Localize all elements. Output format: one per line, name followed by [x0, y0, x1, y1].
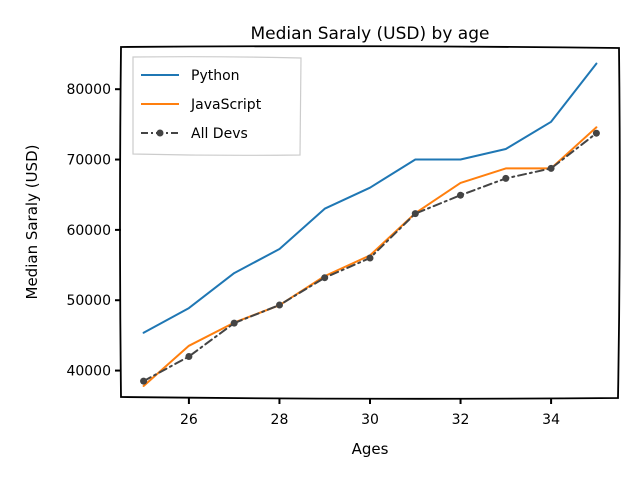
y-tick-label-0: 40000	[66, 364, 111, 380]
series-point-2-5	[366, 254, 374, 262]
x-tick-label-0: 26	[180, 412, 198, 428]
legend-marker-2	[156, 129, 164, 137]
chart-title: Median Saraly (USD) by age	[251, 24, 490, 44]
axes: 26 28 30 32 34 40000 50000 60000 70000 80000	[66, 45, 621, 428]
y-tick-label-3: 70000	[66, 153, 111, 169]
axes-frame	[119, 45, 621, 400]
series-point-2-8	[502, 174, 510, 182]
series-point-2-1	[185, 353, 193, 360]
plot-area	[140, 62, 600, 387]
legend-label-2: All Devs	[191, 126, 248, 142]
y-tick-label-1: 50000	[66, 293, 111, 309]
series-point-2-7	[457, 191, 464, 199]
x-axis-label: Ages	[352, 440, 389, 458]
x-tick-label-3: 32	[452, 412, 470, 428]
series-point-2-9	[547, 164, 555, 172]
x-tick-label-1: 28	[271, 412, 289, 428]
series-point-2-6	[411, 210, 419, 218]
y-tick-label-4: 80000	[66, 82, 111, 98]
x-tick-label-4: 34	[542, 412, 560, 428]
series-point-2-4	[321, 274, 329, 282]
y-tick-label-2: 60000	[66, 223, 111, 239]
x-tick-label-2: 30	[361, 412, 379, 428]
legend-label-1: JavaScript	[190, 97, 262, 113]
legend-box	[132, 56, 302, 156]
series-point-2-10	[592, 129, 600, 137]
legend-label-0: Python	[191, 68, 240, 84]
series-line-0	[142, 62, 598, 334]
series-point-2-2	[230, 319, 238, 327]
series-point-2-0	[140, 377, 148, 385]
y-axis-label: Median Saraly (USD)	[23, 145, 41, 300]
legend: Python JavaScript All Devs	[132, 56, 302, 156]
series-point-2-3	[276, 301, 283, 309]
